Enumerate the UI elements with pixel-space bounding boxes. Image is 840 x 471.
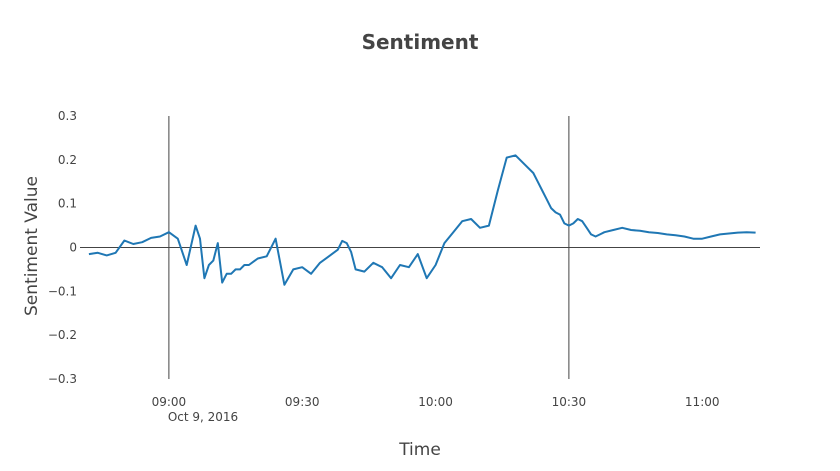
- x-axis-ticks: 09:00 09:30 10:00 10:30 11:00: [152, 395, 720, 409]
- y-tick-label: −0.2: [48, 328, 77, 342]
- chart-title: Sentiment: [362, 30, 479, 54]
- y-tick-label: 0.1: [58, 197, 77, 211]
- x-tick-label: 09:00: [152, 395, 187, 409]
- x-axis-title: Time: [398, 440, 441, 460]
- x-date-label: Oct 9, 2016: [168, 410, 238, 424]
- y-tick-label: 0: [69, 241, 77, 255]
- x-tick-label: 09:30: [285, 395, 320, 409]
- x-tick-label: 10:30: [552, 395, 587, 409]
- y-tick-label: 0.2: [58, 153, 77, 167]
- y-tick-label: −0.3: [48, 372, 77, 386]
- x-tick-label: 10:00: [418, 395, 453, 409]
- y-axis-title: Sentiment Value: [22, 176, 42, 316]
- y-axis-ticks: 0.3 0.2 0.1 0 −0.1 −0.2 −0.3: [48, 109, 77, 386]
- y-tick-label: −0.1: [48, 284, 77, 298]
- series-line-1: [88, 154, 756, 286]
- plot-area: [80, 116, 760, 379]
- x-tick-label: 11:00: [685, 395, 720, 409]
- y-tick-label: 0.3: [58, 109, 77, 123]
